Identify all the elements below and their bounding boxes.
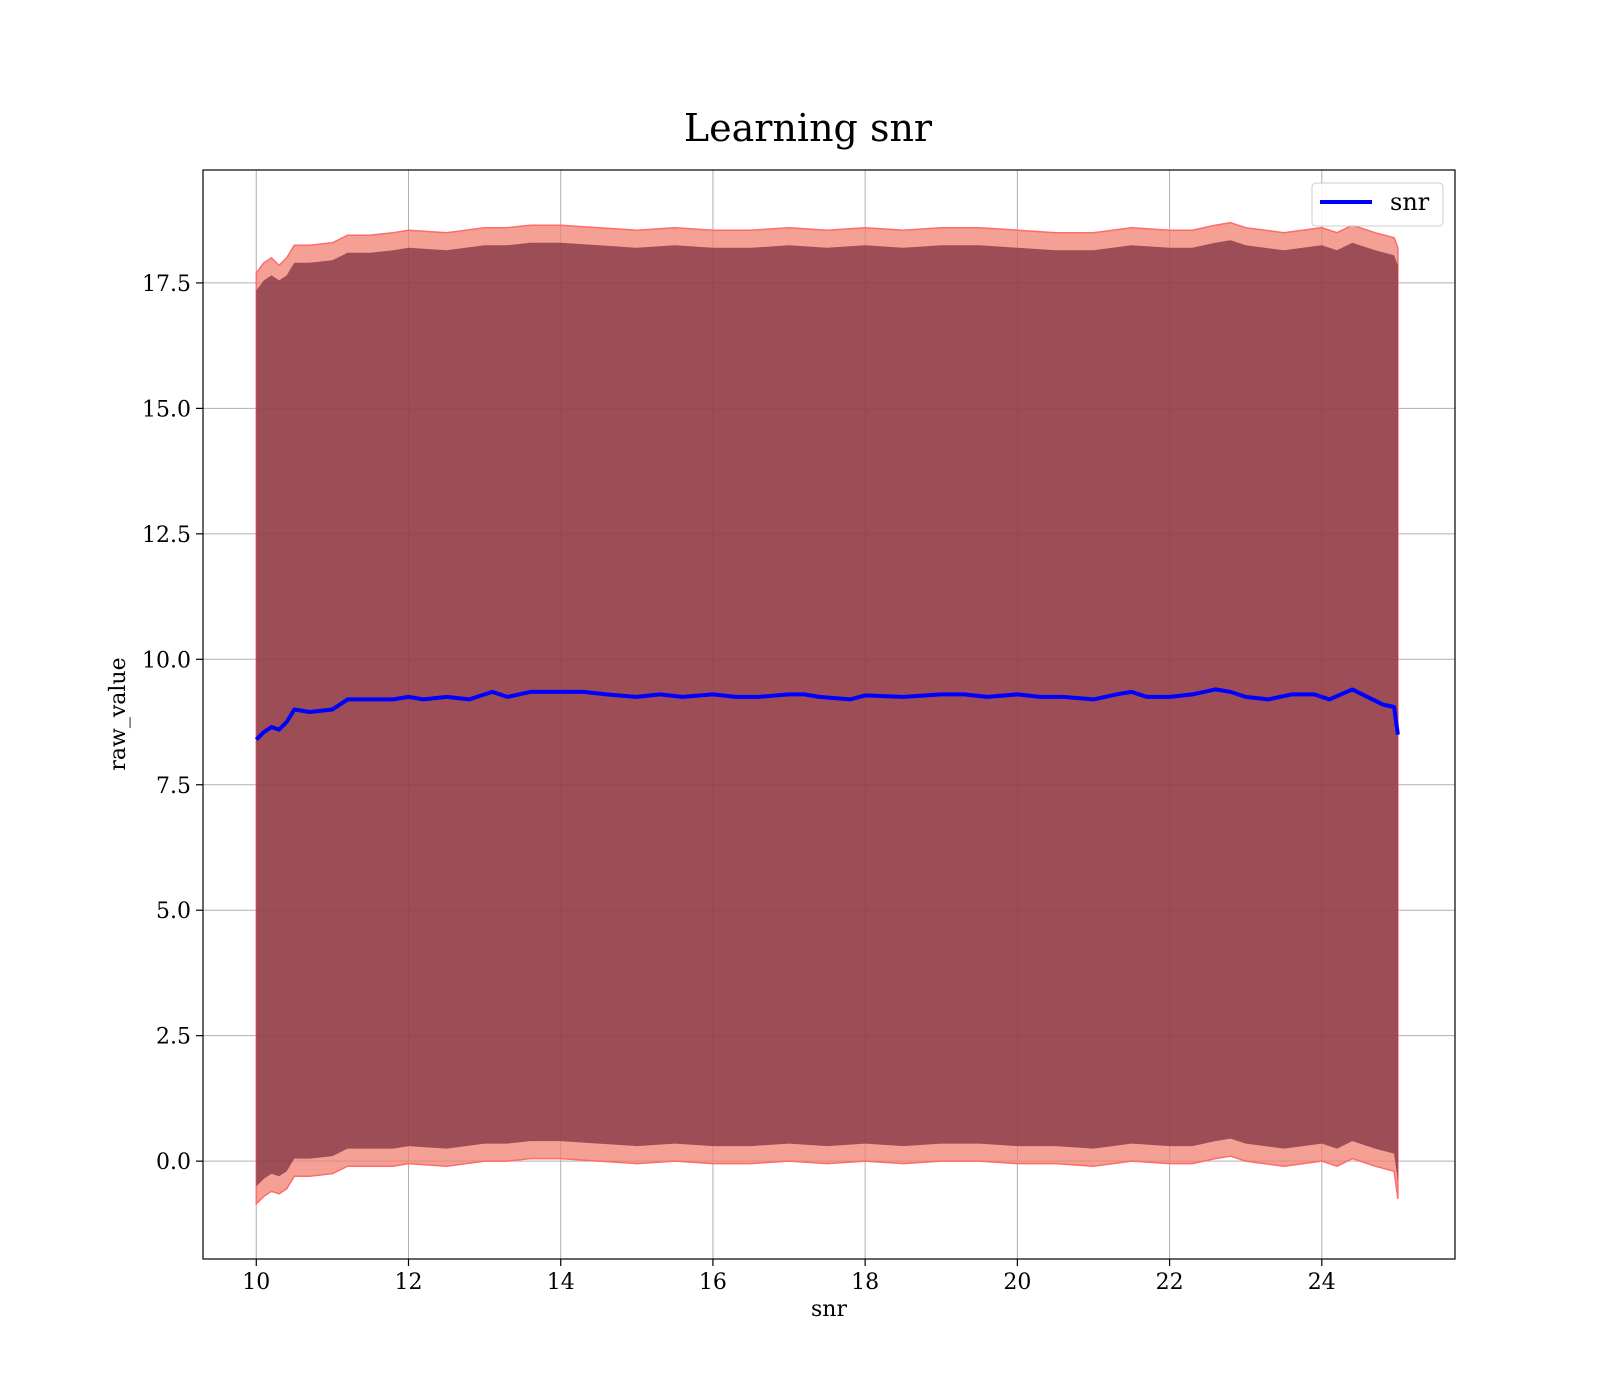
x-tick-label: 20	[1003, 1270, 1031, 1295]
x-tick-label: 24	[1308, 1270, 1336, 1295]
x-tick-label: 14	[547, 1270, 575, 1295]
series-line-snr	[254, 687, 1400, 742]
x-tick-label: 10	[242, 1270, 270, 1295]
y-tick-label: 5.0	[156, 899, 191, 924]
legend: snr	[1311, 182, 1444, 227]
x-tick-label: 12	[394, 1270, 422, 1295]
y-tick-label: 15.0	[142, 397, 191, 422]
y-tick-label: 17.5	[142, 272, 191, 297]
x-tick-label: 16	[699, 1270, 727, 1295]
x-axis-ticks: 10 12 14 16 18 20 22 24	[242, 1259, 1336, 1295]
series-lines	[254, 687, 1400, 742]
inner-band	[256, 240, 1398, 1187]
legend-box	[1311, 182, 1444, 227]
y-axis-ticks: 0.0 2.5 5.0 7.5 10.0 12.5 15.0 17.5	[142, 272, 203, 1175]
plot-frame	[202, 169, 1456, 1260]
x-tick-label: 18	[851, 1270, 879, 1295]
x-tick-label: 22	[1156, 1270, 1184, 1295]
y-tick-label: 10.0	[142, 648, 191, 673]
confidence-bands	[255, 221, 1399, 1206]
y-tick-label: 7.5	[156, 774, 191, 799]
chart-title: Learning snr	[684, 106, 933, 150]
y-axis-label: raw_value	[106, 657, 131, 770]
y-tick-label: 0.0	[156, 1150, 191, 1175]
y-tick-label: 12.5	[142, 523, 191, 548]
x-axis-label: snr	[811, 1297, 847, 1322]
y-tick-label: 2.5	[156, 1025, 191, 1050]
legend-label-snr: snr	[1390, 188, 1430, 216]
